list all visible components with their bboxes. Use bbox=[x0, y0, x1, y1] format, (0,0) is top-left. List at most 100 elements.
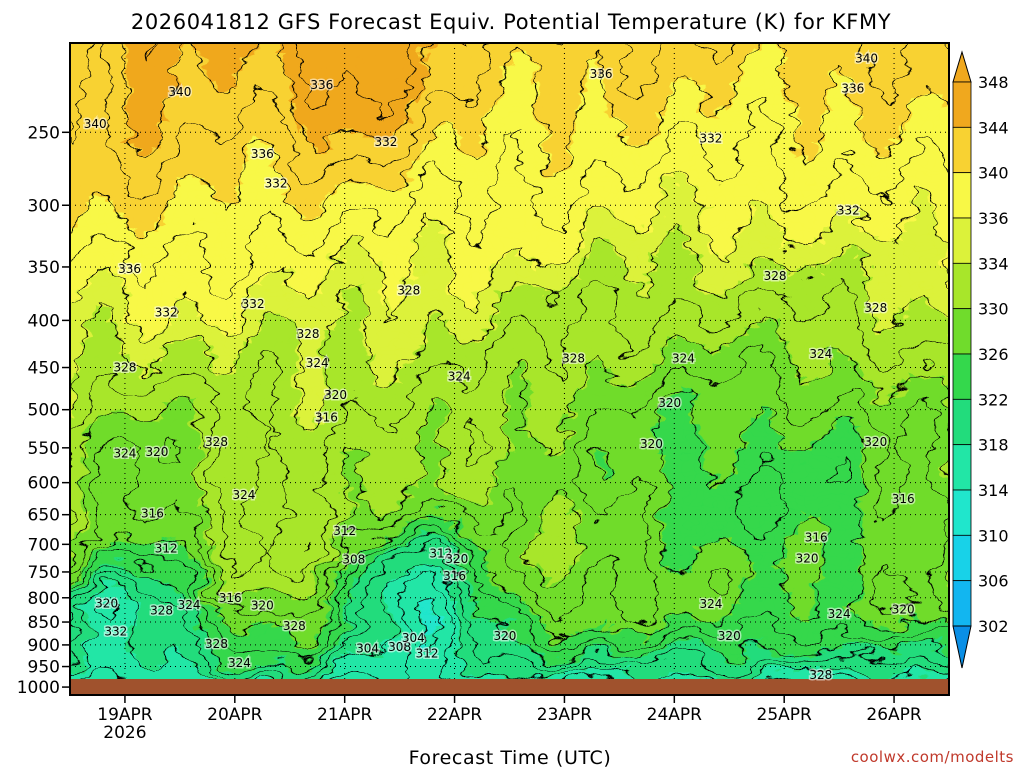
field-cell bbox=[343, 246, 354, 254]
field-cell bbox=[587, 265, 599, 273]
field-cell bbox=[626, 148, 638, 156]
field-cell bbox=[323, 90, 335, 98]
field-cell bbox=[558, 58, 569, 66]
field-cell bbox=[793, 45, 804, 53]
field-cell bbox=[225, 51, 237, 59]
field-cell bbox=[333, 84, 344, 92]
field-cell bbox=[930, 181, 941, 189]
field-cell bbox=[137, 194, 149, 202]
field-cell bbox=[108, 142, 119, 150]
field-cell bbox=[460, 297, 471, 305]
field-cell bbox=[577, 148, 589, 156]
field-cell bbox=[636, 297, 648, 305]
field-cell bbox=[646, 252, 657, 260]
field-cell bbox=[108, 258, 119, 267]
field-cell bbox=[60, 240, 70, 247]
field-cell bbox=[519, 103, 530, 111]
field-cell bbox=[489, 129, 501, 137]
field-cell bbox=[489, 142, 501, 150]
field-cell bbox=[431, 252, 442, 260]
field-cell bbox=[900, 291, 912, 299]
field-cell bbox=[871, 174, 882, 182]
field-cell bbox=[783, 51, 794, 59]
field-cell bbox=[245, 77, 256, 85]
field-cell bbox=[255, 330, 266, 338]
field-cell bbox=[40, 52, 50, 59]
field-cell bbox=[206, 220, 217, 228]
field-cell bbox=[773, 310, 784, 318]
field-cell bbox=[881, 336, 892, 344]
field-cell bbox=[705, 271, 716, 279]
field-cell bbox=[216, 129, 227, 137]
field-cell bbox=[529, 246, 540, 254]
field-cell bbox=[558, 323, 569, 331]
field-cell bbox=[274, 278, 286, 286]
field-cell bbox=[343, 297, 354, 305]
field-cell bbox=[431, 330, 442, 338]
field-cell bbox=[509, 271, 520, 279]
field-cell bbox=[519, 226, 530, 234]
field-cell bbox=[734, 291, 745, 299]
field-cell bbox=[118, 200, 129, 208]
field-cell bbox=[225, 265, 237, 273]
field-cell bbox=[558, 213, 569, 221]
field-cell bbox=[939, 330, 949, 338]
field-cell bbox=[910, 45, 921, 53]
field-cell bbox=[842, 142, 853, 150]
field-cell bbox=[538, 116, 550, 124]
field-cell bbox=[353, 330, 364, 338]
field-cell bbox=[225, 226, 237, 234]
field-cell bbox=[411, 135, 423, 144]
field-cell bbox=[607, 252, 618, 260]
field-cell bbox=[284, 317, 295, 325]
field-cell bbox=[421, 265, 432, 273]
field-cell bbox=[548, 103, 560, 111]
field-cell bbox=[597, 220, 608, 228]
field-cell bbox=[264, 64, 276, 72]
field-cell bbox=[255, 110, 266, 118]
field-cell bbox=[353, 90, 364, 98]
field-cell bbox=[832, 43, 843, 46]
field-cell bbox=[70, 71, 80, 79]
field-cell bbox=[714, 297, 726, 305]
field-cell bbox=[890, 343, 902, 351]
field-cell bbox=[744, 246, 755, 254]
field-cell bbox=[313, 317, 325, 325]
field-cell bbox=[470, 323, 481, 331]
field-cell bbox=[60, 330, 70, 337]
field-cell bbox=[196, 271, 207, 279]
field-cell bbox=[646, 343, 657, 351]
field-cell bbox=[79, 187, 90, 195]
field-cell bbox=[274, 258, 286, 267]
field-cell bbox=[548, 58, 560, 66]
field-cell bbox=[568, 84, 579, 92]
field-cell bbox=[734, 317, 745, 325]
field-cell bbox=[79, 58, 90, 66]
field-cell bbox=[568, 265, 579, 273]
field-cell bbox=[441, 252, 452, 260]
field-cell bbox=[382, 330, 393, 338]
field-cell bbox=[666, 323, 677, 331]
field-cell bbox=[255, 194, 266, 202]
field-cell bbox=[284, 343, 295, 351]
field-cell bbox=[60, 142, 70, 149]
field-cell bbox=[548, 142, 560, 150]
field-cell bbox=[783, 43, 794, 46]
field-cell bbox=[529, 174, 540, 182]
field-cell bbox=[881, 45, 892, 53]
field-cell bbox=[167, 168, 178, 176]
field-cell bbox=[372, 155, 383, 163]
field-cell bbox=[568, 284, 579, 292]
field-cell bbox=[460, 64, 471, 72]
field-cell bbox=[460, 252, 471, 260]
field-cell bbox=[519, 64, 530, 72]
field-cell bbox=[851, 187, 863, 195]
field-cell bbox=[216, 135, 227, 144]
field-cell bbox=[50, 142, 60, 149]
field-cell bbox=[666, 45, 677, 53]
field-cell bbox=[411, 71, 423, 79]
field-cell bbox=[881, 291, 892, 299]
field-cell bbox=[343, 181, 354, 189]
field-cell bbox=[646, 200, 657, 208]
field-cell bbox=[137, 239, 149, 247]
